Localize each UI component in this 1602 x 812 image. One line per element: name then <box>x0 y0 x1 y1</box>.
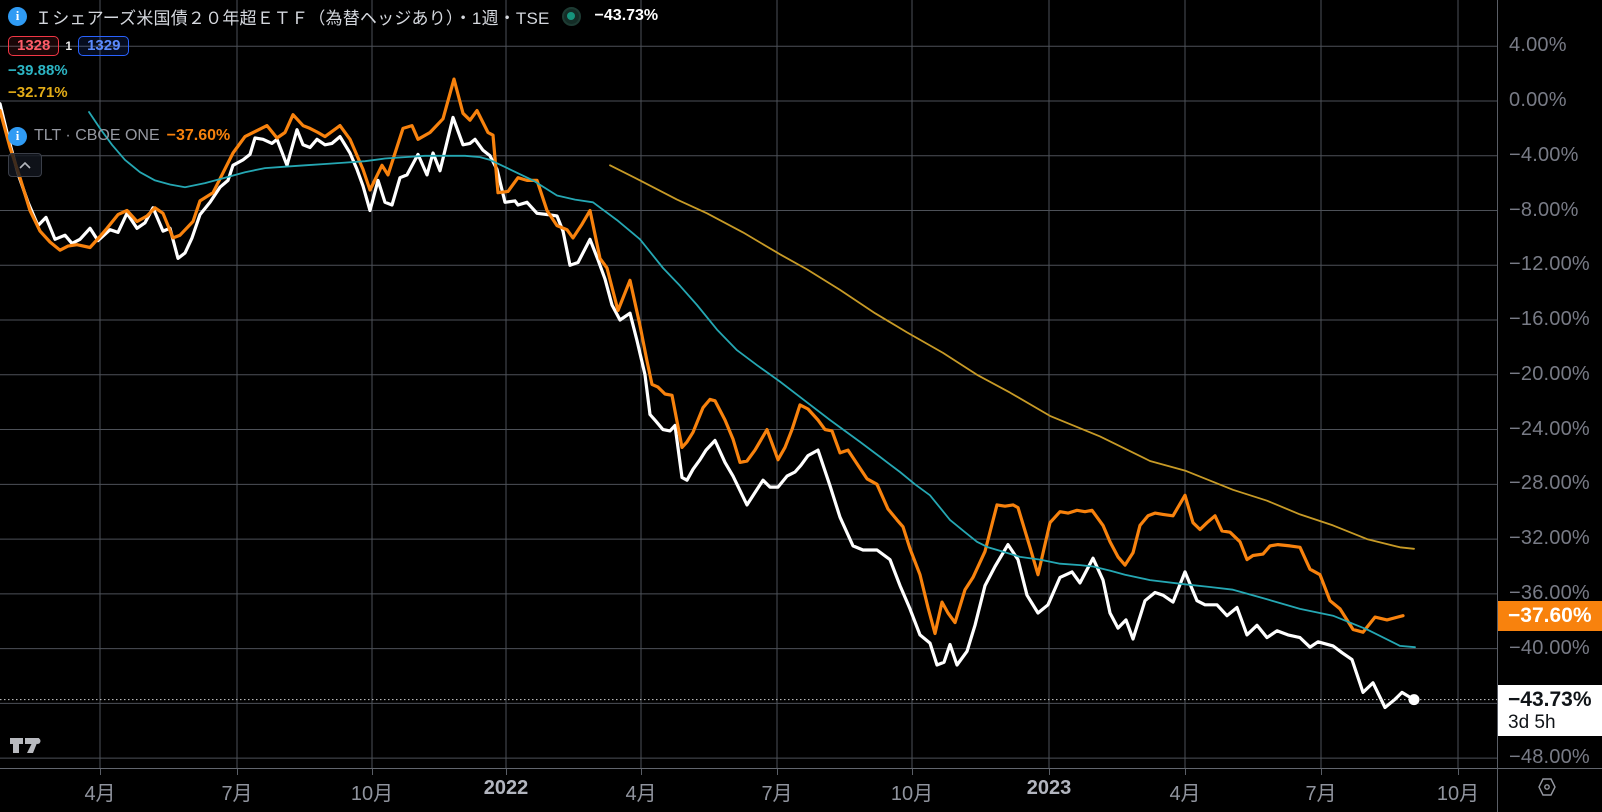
x-axis-label: 7月 <box>221 783 253 805</box>
compare-chips-row: 1328 1 1329 <box>8 35 658 56</box>
y-axis-label: −12.00% <box>1509 253 1590 276</box>
x-axis-label: 4月 <box>625 783 657 805</box>
x-axis-label: 2022 <box>483 777 529 799</box>
y-axis-label: −24.00% <box>1509 417 1590 440</box>
symbol-chip-1328[interactable]: 1328 <box>8 35 60 56</box>
x-axis-label: 10月 <box>1436 783 1480 805</box>
x-axis-tick <box>100 769 101 775</box>
pane-separator[interactable] <box>0 768 1602 769</box>
main-symbol-value: −43.73% <box>594 7 659 24</box>
compare-symbol-value: −37.60% <box>166 127 231 144</box>
chevron-up-icon <box>19 161 31 169</box>
x-axis-tick <box>1185 769 1186 775</box>
y-axis-label: −36.00% <box>1509 581 1590 604</box>
info-icon[interactable]: i <box>8 126 27 146</box>
y-axis-label: 4.00% <box>1509 34 1567 57</box>
compare-symbol-row[interactable]: i TLT · CBOE ONE −37.60% <box>8 125 658 147</box>
series-ma-yellow <box>609 164 1415 550</box>
y-axis-label: −20.00% <box>1509 362 1590 385</box>
x-axis-tick <box>1321 769 1322 775</box>
info-icon[interactable]: i <box>8 6 27 26</box>
series-ma-teal <box>88 111 1416 649</box>
price-axis[interactable]: 4.00% 0.00% −4.00% −8.00% −12.00% −16.00% −20.… <box>1497 0 1602 812</box>
chip-separator: 1 <box>65 38 73 53</box>
market-status-dot-icon[interactable] <box>561 6 581 26</box>
axis-settings-gear-icon[interactable] <box>1536 777 1558 802</box>
x-axis-tick <box>777 769 778 775</box>
x-axis-label: 4月 <box>84 783 116 805</box>
compare-symbol-title[interactable]: TLT · CBOE ONE <box>34 127 160 144</box>
y-axis-label: −32.00% <box>1509 527 1590 550</box>
y-axis-label: −28.00% <box>1509 472 1590 495</box>
x-axis-label: 7月 <box>1305 783 1337 805</box>
main-symbol-title[interactable]: Ｉシェアーズ米国債２０年超ＥＴＦ（為替ヘッジあり）・1週・TSE <box>35 8 550 28</box>
y-axis-label: −48.00% <box>1509 746 1590 769</box>
x-axis-tick <box>372 769 373 775</box>
x-axis-tick <box>506 769 507 775</box>
series-main-1328-etf <box>0 102 1416 710</box>
legend-collapse-button[interactable] <box>8 153 42 177</box>
x-axis-label: 10月 <box>350 783 394 805</box>
y-axis-label: −4.00% <box>1509 143 1579 166</box>
tradingview-logo-icon[interactable] <box>10 736 46 760</box>
x-axis-label: 4月 <box>1169 783 1201 805</box>
last-price-dot <box>1408 694 1420 706</box>
x-axis-tick <box>912 769 913 775</box>
x-axis-label: 7月 <box>761 783 793 805</box>
bar-countdown: 3d 5h <box>1508 711 1556 733</box>
price-label-badge: −43.73% 3d 5h <box>1498 684 1602 736</box>
x-axis-tick <box>237 769 238 775</box>
y-axis-label: 0.00% <box>1509 89 1567 111</box>
x-axis-label: 2023 <box>1026 777 1072 799</box>
y-axis-label: −40.00% <box>1509 636 1590 659</box>
time-axis[interactable]: 4月 7月 10月 2022 4月 7月 10月 2023 4月 7月 10月 <box>0 769 1497 812</box>
x-axis-tick <box>1458 769 1459 775</box>
y-axis-label: −16.00% <box>1509 308 1590 331</box>
ma-teal-value: −39.88% <box>8 62 68 79</box>
x-axis-tick <box>1049 769 1050 775</box>
price-label-badge: −37.60% <box>1498 600 1602 631</box>
x-axis-tick <box>641 769 642 775</box>
legend: i Ｉシェアーズ米国債２０年超ＥＴＦ（為替ヘッジあり）・1週・TSE −43.7… <box>8 4 658 177</box>
x-axis-label: 10月 <box>890 783 934 805</box>
main-symbol-row[interactable]: i Ｉシェアーズ米国債２０年超ＥＴＦ（為替ヘッジあり）・1週・TSE −43.7… <box>8 4 658 28</box>
symbol-chip-1329[interactable]: 1329 <box>78 35 130 56</box>
series-compare-TLT <box>0 77 1405 636</box>
y-axis-label: −8.00% <box>1509 198 1579 221</box>
ma-yellow-value: −32.71% <box>8 84 68 101</box>
